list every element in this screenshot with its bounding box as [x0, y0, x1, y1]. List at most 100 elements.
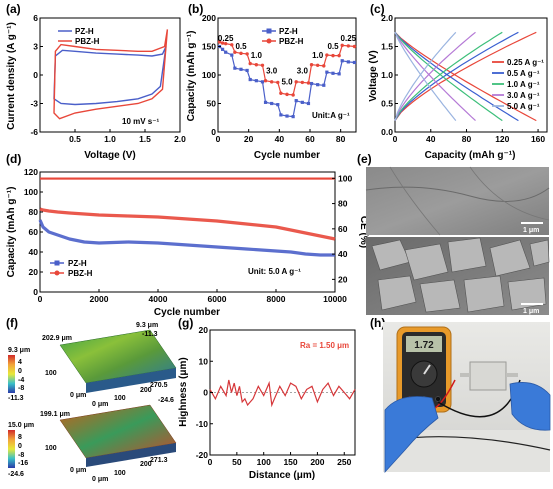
panel-label-b: (b)	[188, 2, 203, 16]
rate-point-pbz-h	[315, 63, 320, 68]
panel-c-legend: 0.25 A g⁻¹ 0.5 A g⁻¹ 1.0 A g⁻¹ 3.0 A g⁻¹ 5.0…	[492, 58, 544, 111]
rate-point-pbz-h	[340, 43, 344, 48]
rate-point-pbz-h	[276, 80, 280, 85]
y2-tick-label: 20	[338, 274, 348, 284]
height-profile-line	[209, 379, 356, 408]
panel-c-ylabel: Voltage (V)	[368, 50, 379, 101]
rate-point-pbz-h	[346, 44, 351, 48]
rate-point-pz-h	[230, 53, 234, 57]
x-tick-label: 0	[216, 134, 221, 144]
y-tick-label: -10	[196, 419, 209, 429]
cv-curve-pbz-h	[53, 29, 169, 120]
rate-point-pbz-h	[309, 63, 314, 67]
legend-marker-pz-h	[266, 28, 272, 34]
x-tick-label: 250	[337, 457, 351, 467]
y-tick-label: 80	[29, 207, 39, 217]
rate-point-pz-h	[322, 83, 326, 87]
sem-flakes	[371, 237, 550, 313]
cell-tab	[506, 373, 518, 377]
rate-point-pz-h	[340, 59, 344, 63]
rate-point-pbz-h	[248, 61, 252, 66]
x-tick-label: 0.5	[69, 134, 81, 144]
legend-label-pz-h: PZ-H	[75, 27, 94, 36]
y-tick-label: 200	[202, 13, 216, 23]
f-top-label: 100	[114, 395, 126, 402]
rate-point-pz-h	[294, 99, 298, 103]
x-tick-label: 8000	[267, 294, 286, 304]
rate-label: 1.0	[312, 51, 324, 60]
x-tick-label: 1.5	[139, 134, 151, 144]
panel-b-legend: PZ-H PBZ-H	[262, 27, 304, 46]
discharge-curve	[394, 31, 537, 122]
panel-a-legend: PZ-H PBZ-H	[58, 27, 100, 46]
y-tick-label: 120	[24, 167, 38, 177]
rate-line-pz-h	[219, 46, 355, 118]
multimeter-port	[435, 396, 441, 402]
rate-label: 1.0	[251, 51, 263, 60]
panel-b-xlabel: Cycle number	[254, 150, 320, 161]
x-tick-label: 10000	[323, 294, 347, 304]
color-scale-tick: 4	[18, 359, 22, 366]
rate-point-pz-h	[233, 66, 237, 70]
panel-h: 1.72	[383, 322, 551, 474]
y-tick-label: 50	[207, 99, 217, 109]
rate-point-pz-h	[245, 68, 249, 73]
f-top-label: 202.9 μm	[42, 335, 72, 342]
color-scale-max-bottom: 15.0 μm	[8, 422, 34, 429]
x-tick-label: 200	[310, 457, 324, 467]
x-tick-label: 2.0	[174, 134, 186, 144]
panel-b: 0.250.51.03.05.03.01.00.50.250 20 40 60 8020…	[186, 13, 357, 161]
rate-point-pz-h	[276, 103, 280, 107]
cycle-line-pz-h	[38, 219, 335, 257]
sem-top-texture	[365, 186, 550, 202]
x-tick-label: 80	[462, 134, 472, 144]
rate-point-pbz-h	[291, 93, 295, 97]
discharge-curve	[394, 32, 476, 122]
panel-a-xlabel: Voltage (V)	[84, 150, 135, 161]
panel-d-xlabel: Cycle number	[154, 307, 220, 318]
y-tick-label: 1.0	[381, 70, 393, 80]
rate-point-pz-h	[254, 79, 258, 83]
rate-point-pz-h	[221, 47, 225, 51]
x-tick-label: 80	[336, 134, 346, 144]
color-scale-tick: 0	[18, 368, 22, 375]
color-scale-tick: -8	[18, 452, 24, 459]
y-tick-label: 20	[29, 267, 39, 277]
y-tick-label: 0.0	[381, 127, 393, 137]
rate-label: 0.25	[218, 34, 234, 43]
panel-c-marks: 0 40 80 120 160 2.0 1.5 1.0 0.5 0.0	[381, 13, 545, 144]
y-tick-label: 0	[211, 127, 216, 137]
rate-point-pbz-h	[306, 81, 311, 85]
f-bot-label: 0 μm	[70, 467, 86, 474]
legend-label-rate: 5.0 A g⁻¹	[507, 102, 540, 111]
panel-f: 9.3 μm 4 0 -4 -8 -11.3 202.9 μm 9.3 μm -…	[8, 322, 177, 483]
rate-label: 0.25	[341, 34, 357, 43]
f-top-label: 200	[140, 387, 152, 394]
legend-label-rate: 3.0 A g⁻¹	[507, 91, 540, 100]
rate-point-pz-h	[306, 101, 311, 106]
rate-label: 3.0	[297, 66, 309, 75]
color-scale-tick: 8	[18, 434, 22, 441]
sem-top-crack	[469, 166, 550, 221]
f-bot-label: 199.1 μm	[40, 411, 70, 418]
rate-line-pbz-h	[219, 41, 355, 96]
color-scale-bar-bottom	[8, 430, 15, 468]
legend-label-pz-h: PZ-H	[279, 27, 298, 36]
legend-marker-pbz-h	[54, 270, 60, 276]
y2-tick-label: 60	[338, 224, 348, 234]
panel-d-legend: PZ-H PBZ-H	[50, 259, 93, 278]
rate-point-pz-h	[325, 70, 329, 74]
f-bot-label: 0 μm	[92, 476, 108, 483]
rate-point-pbz-h	[217, 40, 222, 44]
x-tick-label: 150	[283, 457, 297, 467]
rate-label: 5.0	[281, 78, 293, 87]
rate-point-pbz-h	[230, 43, 234, 47]
cv-curve-pz-h	[53, 46, 167, 106]
color-scale-max-top: 9.3 μm	[8, 347, 30, 354]
x-tick-label: 40	[275, 134, 285, 144]
panel-e: 1 μm 1 μm	[365, 166, 550, 315]
rate-point-pbz-h	[263, 79, 268, 83]
